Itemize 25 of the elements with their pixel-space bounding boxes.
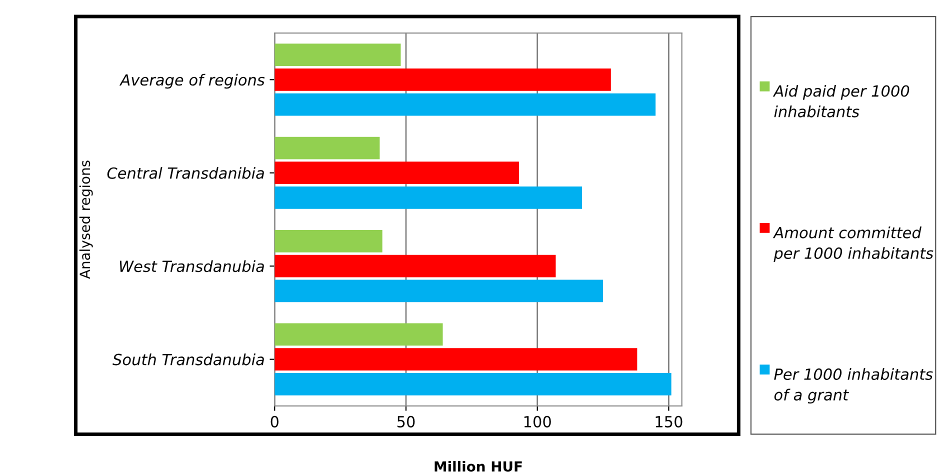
bar bbox=[274, 44, 401, 66]
legend-label: Per 1000 inhabitants of a grant bbox=[774, 368, 933, 404]
bar bbox=[274, 254, 556, 278]
legend-label: Aid paid per 1000 inhabitants bbox=[772, 84, 910, 118]
y-tick-label: Average of regions bbox=[119, 74, 265, 89]
y-tick-label: South Transdanubia bbox=[112, 354, 264, 366]
x-axis-title: Million HUF bbox=[434, 460, 522, 472]
x-tick-label: 0 bbox=[270, 416, 278, 428]
bar bbox=[274, 323, 443, 346]
bar bbox=[274, 136, 380, 160]
x-tick-label: 150 bbox=[656, 416, 682, 428]
bar bbox=[274, 372, 672, 396]
x-tick-label: 50 bbox=[397, 416, 415, 428]
y-axis-title: Analysed regions bbox=[79, 160, 93, 279]
bar bbox=[274, 186, 582, 209]
bar bbox=[274, 230, 382, 252]
bar bbox=[274, 162, 519, 184]
bar bbox=[274, 68, 611, 91]
bar bbox=[274, 348, 638, 370]
y-tick-label: Central Transdanibia bbox=[107, 167, 264, 179]
x-tick-label: 100 bbox=[524, 416, 551, 428]
legend-label: Amount committed per 1000 inhabitants bbox=[772, 226, 934, 262]
y-tick-label: West Transdanubia bbox=[120, 260, 264, 272]
bar bbox=[274, 93, 656, 116]
bar bbox=[274, 280, 604, 302]
